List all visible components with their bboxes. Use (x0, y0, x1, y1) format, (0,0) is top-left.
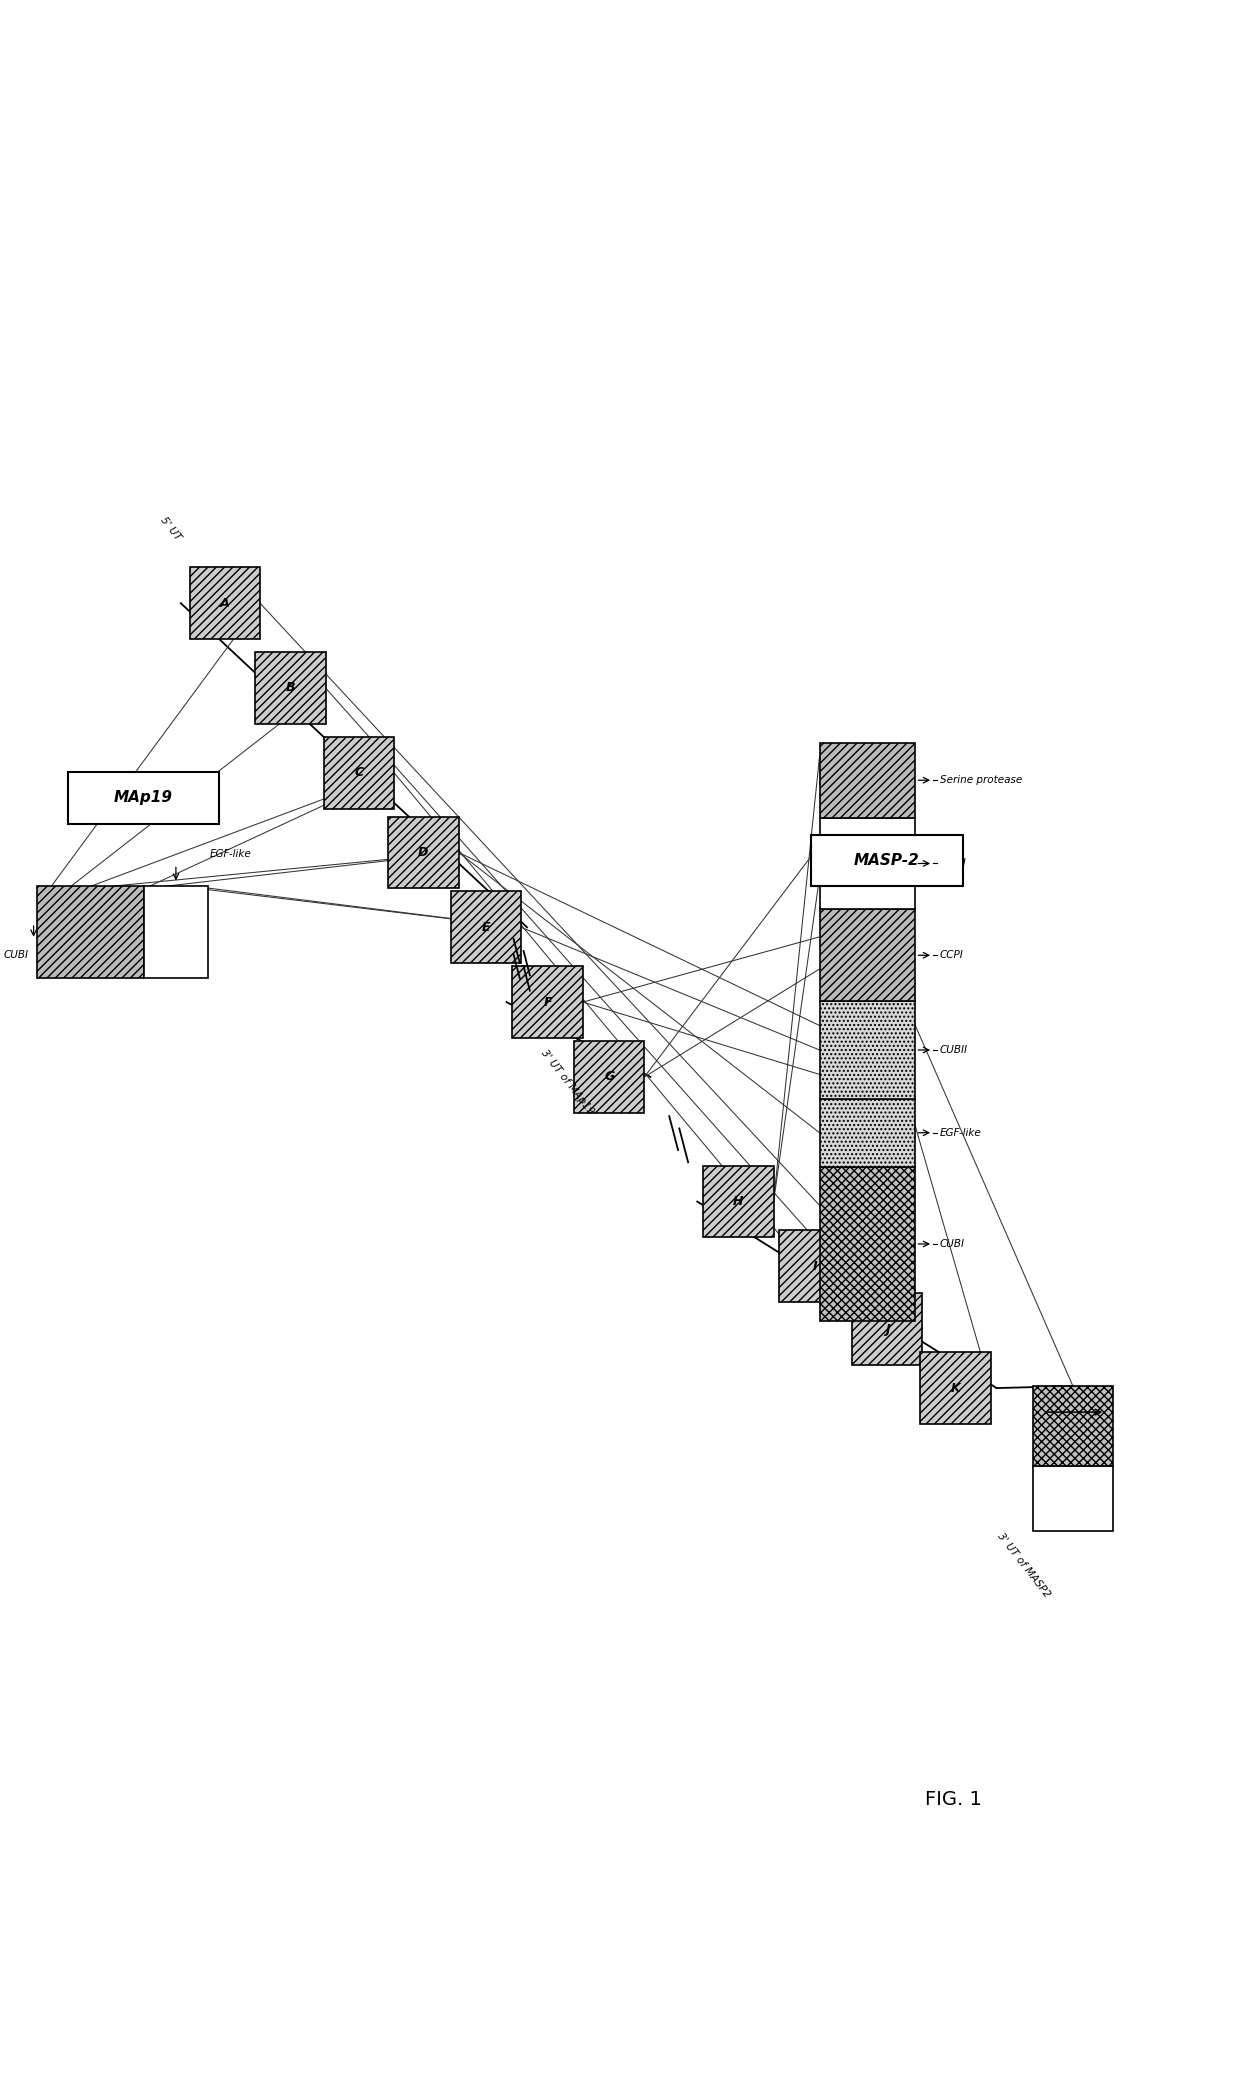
Bar (68, 772, 219, 824)
Text: J: J (884, 1322, 889, 1337)
Text: MASP-2: MASP-2 (854, 854, 920, 868)
Bar (811, 835, 962, 887)
Bar (36, 887, 144, 979)
Bar (144, 887, 207, 979)
Text: CUBII: CUBII (940, 1045, 968, 1056)
Bar (388, 816, 459, 889)
Bar (255, 652, 326, 725)
Bar (190, 566, 260, 639)
Text: 5' UT: 5' UT (159, 514, 184, 541)
Text: A: A (219, 598, 229, 610)
Text: F: F (543, 995, 552, 1008)
Text: D: D (418, 845, 429, 860)
Bar (820, 1099, 915, 1166)
Text: B: B (285, 681, 295, 695)
Text: 3' UT of MAp19: 3' UT of MAp19 (539, 1047, 595, 1116)
Bar (574, 1041, 645, 1112)
Bar (451, 891, 521, 964)
Bar (852, 1293, 923, 1366)
Text: I: I (812, 1260, 817, 1272)
Bar (1033, 1466, 1114, 1530)
Bar (920, 1351, 991, 1424)
Text: H: H (733, 1195, 744, 1208)
Text: CUBI: CUBI (4, 949, 29, 960)
Text: CCPI: CCPI (940, 949, 963, 960)
Bar (820, 743, 915, 818)
Text: C: C (355, 766, 363, 779)
Text: G: G (604, 1070, 614, 1083)
Text: EGF-like: EGF-like (940, 1128, 982, 1137)
Text: Serine protease: Serine protease (940, 775, 1022, 785)
Bar (1033, 1387, 1114, 1466)
Bar (780, 1230, 849, 1303)
Bar (820, 818, 915, 910)
Text: K: K (951, 1382, 960, 1395)
Text: EGF-like: EGF-like (210, 849, 252, 860)
Text: 3' UT of MASP2: 3' UT of MASP2 (996, 1532, 1053, 1599)
Bar (820, 1166, 915, 1322)
Text: CUBI: CUBI (940, 1239, 965, 1249)
Text: FIG. 1: FIG. 1 (925, 1791, 982, 1809)
Bar (703, 1166, 774, 1237)
Bar (512, 966, 583, 1039)
Text: CCPII: CCPII (940, 858, 967, 868)
Bar (324, 737, 394, 808)
Text: MAp19: MAp19 (114, 791, 174, 806)
Text: E: E (481, 920, 490, 935)
Bar (820, 1001, 915, 1099)
Bar (820, 910, 915, 1001)
